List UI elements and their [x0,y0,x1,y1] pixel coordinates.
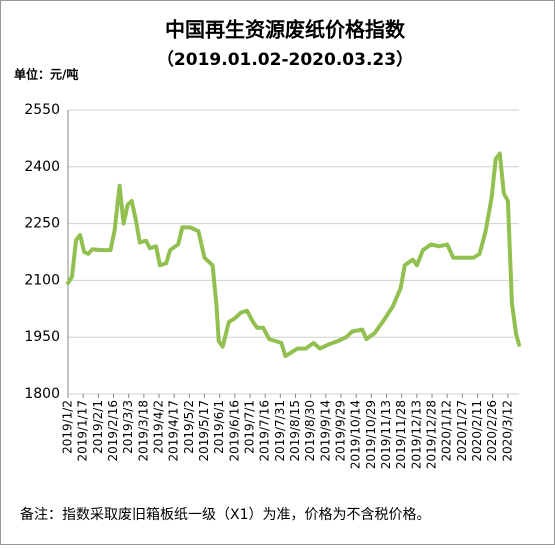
unit-label: 单位：元/吨 [14,67,78,82]
x-tick-label: 2019/4/2 [152,400,166,454]
x-tick-label: 2019/6/16 [227,400,241,462]
x-tick-label: 2019/4/17 [167,400,181,462]
x-tick-label: 2019/7/1 [243,400,257,454]
x-tick-label: 2019/7/31 [273,400,287,462]
x-tick-label: 2019/10/14 [349,400,363,469]
x-tick-label: 2020/2/11 [470,400,484,462]
x-tick-label: 2019/11/13 [379,400,393,469]
y-tick-label: 2550 [24,102,60,118]
x-tick-label: 2019/12/28 [425,400,439,469]
chart-subtitle: （2019.01.02-2020.03.23） [157,49,413,70]
x-tick-label: 2020/3/12 [500,400,514,462]
y-tick-label: 2400 [24,159,60,175]
x-tick-label: 2019/6/1 [212,400,226,454]
x-tick-label: 2020/1/27 [455,400,469,462]
x-tick-label: 2019/5/2 [182,400,196,454]
x-tick-label: 2019/5/17 [197,400,211,462]
x-tick-label: 2019/12/13 [409,400,423,469]
x-tick-label: 2019/10/29 [364,400,378,469]
x-tick-label: 2019/3/3 [121,400,135,454]
line [66,151,521,359]
x-tick-label: 2019/8/15 [288,400,302,462]
x-tick-label: 2019/3/18 [136,400,150,462]
y-tick-label: 2100 [24,272,60,288]
y-tick-label: 1800 [24,386,60,402]
x-tick-label: 2019/2/1 [91,400,105,454]
x-tick-label: 2019/1/2 [61,400,75,454]
x-tick-label: 2019/9/14 [318,400,332,462]
y-tick-label: 2250 [24,216,60,232]
y-tick-label: 1950 [24,329,60,345]
x-tick-label: 2019/8/30 [303,400,317,462]
x-tick-label: 2020/2/26 [485,400,499,462]
x-tick-label: 2019/7/16 [258,400,272,462]
note: 备注：指数采取废旧箱板纸一级（X1）为准，价格为不含税价格。 [20,506,431,523]
x-tick-label: 2019/1/17 [76,400,90,462]
chart-title: 中国再生资源废纸价格指数 [165,18,406,42]
x-tick-label: 2019/9/29 [334,400,348,462]
x-tick-label: 2020/1/12 [440,400,454,462]
x-tick-label: 2019/2/16 [106,400,120,462]
x-tick-label: 2019/11/28 [394,400,408,469]
